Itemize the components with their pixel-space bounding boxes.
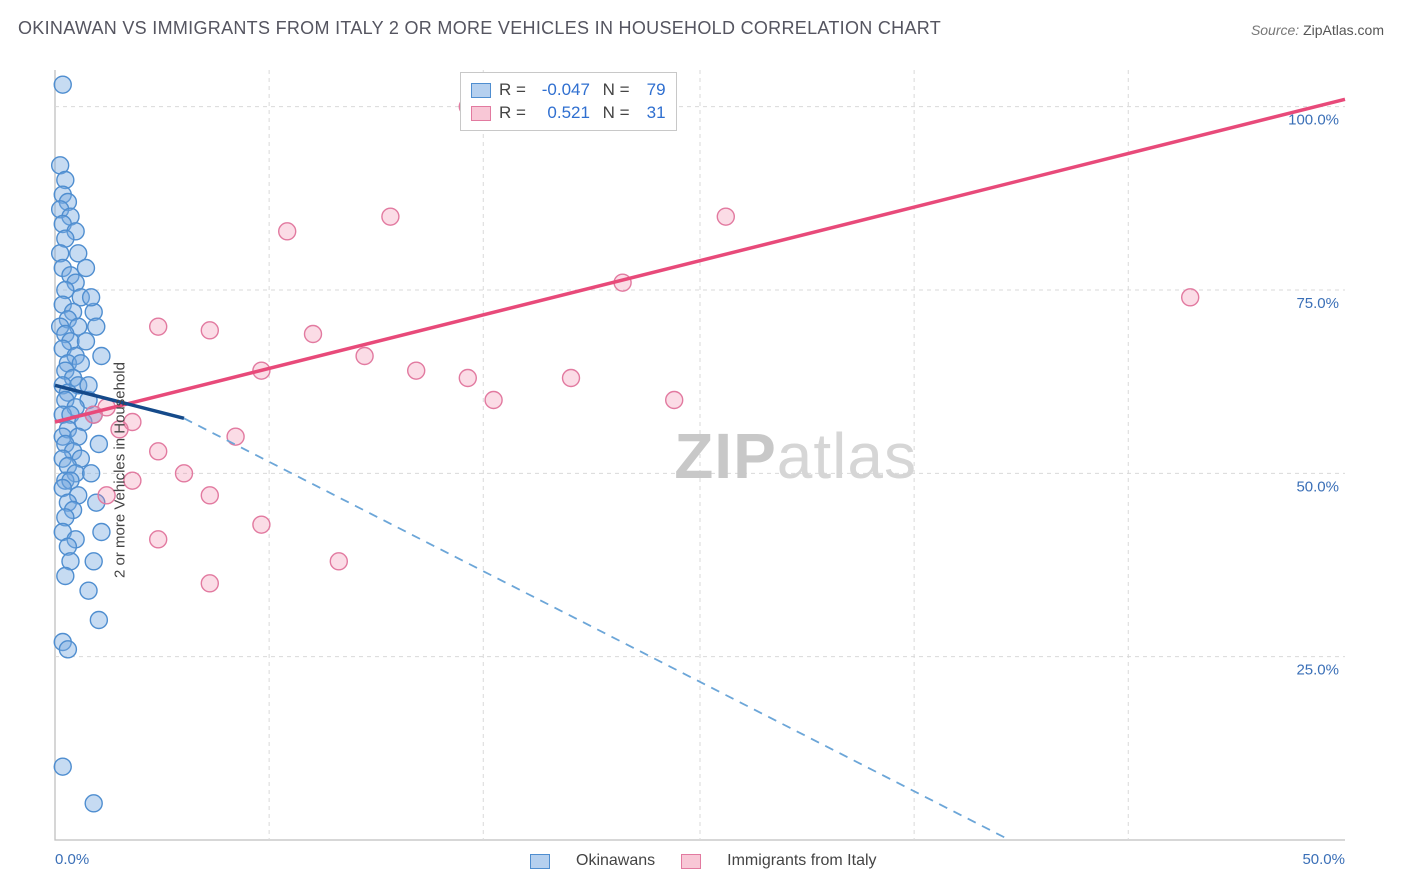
corr-row-series-0: R = -0.047 N = 79 — [471, 79, 666, 102]
source-value: ZipAtlas.com — [1303, 22, 1384, 38]
corr-n-value-0: 79 — [638, 79, 666, 102]
legend-label-1: Immigrants from Italy — [727, 852, 876, 870]
svg-text:50.0%: 50.0% — [1302, 851, 1345, 868]
corr-n-label: N = — [598, 79, 630, 102]
source-attribution: Source: ZipAtlas.com — [1251, 22, 1384, 38]
svg-text:50.0%: 50.0% — [1296, 478, 1339, 495]
svg-text:100.0%: 100.0% — [1288, 112, 1339, 129]
svg-text:ZIPatlas: ZIPatlas — [674, 420, 917, 492]
swatch-blue-icon — [530, 854, 550, 869]
corr-n-value-1: 31 — [638, 102, 666, 125]
corr-r-label: R = — [499, 102, 526, 125]
scatter-plot-svg: 25.0% 50.0% 75.0% 100.0% 0.0% 50.0% ZIPatlas — [0, 60, 1406, 880]
corr-r-label: R = — [499, 79, 526, 102]
corr-row-series-1: R = 0.521 N = 31 — [471, 102, 666, 125]
svg-text:75.0%: 75.0% — [1296, 295, 1339, 312]
swatch-blue-icon — [471, 83, 491, 98]
corr-r-value-0: -0.047 — [534, 79, 590, 102]
source-label: Source: — [1251, 22, 1299, 38]
swatch-pink-icon — [681, 854, 701, 869]
corr-n-label: N = — [598, 102, 630, 125]
corr-r-value-1: 0.521 — [534, 102, 590, 125]
swatch-pink-icon — [471, 106, 491, 121]
chart-title: OKINAWAN VS IMMIGRANTS FROM ITALY 2 OR M… — [18, 18, 941, 39]
correlation-legend-box: R = -0.047 N = 79 R = 0.521 N = 31 — [460, 72, 677, 131]
legend-bottom: Okinawans Immigrants from Italy — [530, 852, 877, 870]
chart-container: 2 or more Vehicles in Household 25.0% 50.… — [0, 60, 1406, 880]
legend-label-0: Okinawans — [576, 852, 655, 870]
svg-text:0.0%: 0.0% — [55, 851, 89, 868]
svg-text:25.0%: 25.0% — [1296, 662, 1339, 679]
y-axis-label: 2 or more Vehicles in Household — [111, 362, 128, 578]
